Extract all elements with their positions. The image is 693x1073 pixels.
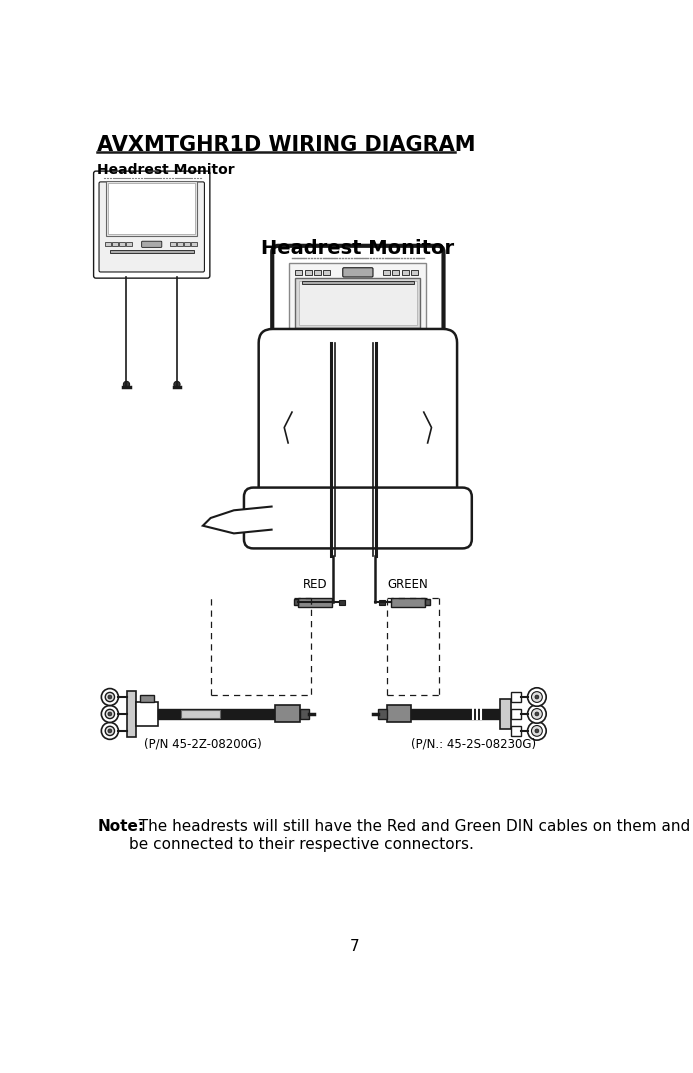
Bar: [126, 242, 132, 246]
Circle shape: [108, 695, 112, 699]
Text: RED: RED: [303, 577, 328, 591]
FancyBboxPatch shape: [258, 329, 457, 511]
Text: 7: 7: [350, 939, 360, 954]
Bar: [106, 181, 198, 236]
Bar: [170, 242, 176, 246]
Text: The headrests will still have the Red and Green DIN cables on them and should
be: The headrests will still have the Red an…: [130, 820, 693, 852]
FancyBboxPatch shape: [244, 487, 472, 548]
Circle shape: [105, 726, 114, 735]
Bar: [299, 281, 417, 325]
Circle shape: [535, 729, 539, 733]
Bar: [511, 708, 521, 719]
Bar: [177, 242, 183, 246]
Bar: [379, 600, 385, 604]
Circle shape: [123, 381, 130, 387]
Circle shape: [108, 729, 112, 733]
Circle shape: [108, 712, 112, 716]
Circle shape: [532, 692, 543, 703]
Bar: [511, 725, 521, 736]
Text: Headrest Monitor: Headrest Monitor: [261, 239, 455, 258]
Text: AVXMTGHR1D WIRING DIAGRAM: AVXMTGHR1D WIRING DIAGRAM: [98, 135, 476, 155]
Bar: [383, 269, 390, 275]
Bar: [191, 242, 197, 246]
Bar: [295, 269, 302, 275]
Bar: [387, 705, 410, 722]
Bar: [378, 708, 387, 719]
Circle shape: [532, 725, 543, 736]
Bar: [127, 691, 137, 737]
Bar: [300, 708, 309, 719]
Circle shape: [535, 712, 539, 716]
FancyBboxPatch shape: [99, 182, 204, 271]
Bar: [119, 242, 125, 246]
Bar: [140, 695, 154, 702]
Bar: [511, 692, 521, 703]
Bar: [108, 183, 195, 234]
Bar: [105, 242, 111, 246]
Bar: [305, 269, 312, 275]
Circle shape: [101, 689, 119, 705]
Text: (P/N 45-2Z-08200G): (P/N 45-2Z-08200G): [144, 737, 262, 750]
Bar: [181, 710, 220, 718]
FancyBboxPatch shape: [343, 268, 373, 277]
Circle shape: [105, 709, 114, 719]
Text: Headrest Monitor: Headrest Monitor: [98, 163, 235, 177]
FancyBboxPatch shape: [94, 171, 210, 278]
FancyBboxPatch shape: [272, 246, 444, 347]
Bar: [426, 599, 430, 605]
Bar: [410, 708, 500, 719]
Bar: [411, 269, 418, 275]
Bar: [402, 269, 409, 275]
Bar: [392, 598, 426, 607]
Bar: [184, 242, 190, 246]
Circle shape: [532, 708, 543, 719]
Bar: [295, 278, 420, 328]
Circle shape: [535, 695, 539, 699]
Circle shape: [527, 688, 546, 706]
Circle shape: [527, 722, 546, 740]
Bar: [314, 269, 321, 275]
Bar: [275, 705, 300, 722]
Bar: [112, 242, 118, 246]
Bar: [294, 599, 298, 605]
Bar: [137, 702, 158, 726]
Text: GREEN: GREEN: [388, 577, 429, 591]
Text: Note:: Note:: [98, 820, 145, 835]
Bar: [298, 598, 333, 607]
Circle shape: [174, 381, 180, 387]
Circle shape: [105, 692, 114, 702]
Circle shape: [101, 722, 119, 739]
Bar: [392, 269, 399, 275]
Bar: [324, 269, 331, 275]
Bar: [338, 600, 344, 604]
Circle shape: [101, 705, 119, 722]
Circle shape: [527, 705, 546, 723]
FancyBboxPatch shape: [141, 241, 161, 248]
PathPatch shape: [203, 506, 272, 533]
Bar: [110, 250, 193, 253]
Bar: [500, 699, 511, 730]
Text: (P/N.: 45-2S-08230G): (P/N.: 45-2S-08230G): [410, 737, 536, 750]
Bar: [158, 708, 275, 719]
Bar: [301, 281, 414, 283]
Bar: [289, 263, 426, 329]
